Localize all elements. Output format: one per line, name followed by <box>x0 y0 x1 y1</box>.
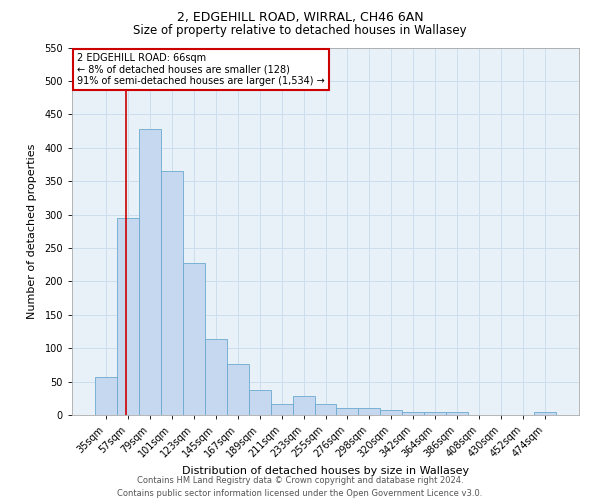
Text: Contains HM Land Registry data © Crown copyright and database right 2024.
Contai: Contains HM Land Registry data © Crown c… <box>118 476 482 498</box>
Bar <box>358 408 380 415</box>
Bar <box>183 262 205 415</box>
Bar <box>161 171 183 415</box>
Bar <box>403 412 424 415</box>
X-axis label: Distribution of detached houses by size in Wallasey: Distribution of detached houses by size … <box>182 466 469 476</box>
Bar <box>293 396 314 415</box>
Bar <box>139 129 161 415</box>
Bar <box>424 412 446 415</box>
Bar <box>380 410 403 415</box>
Bar <box>227 364 248 415</box>
Bar <box>271 404 293 415</box>
Y-axis label: Number of detached properties: Number of detached properties <box>28 144 37 319</box>
Bar <box>248 390 271 415</box>
Bar <box>446 412 468 415</box>
Bar <box>117 218 139 415</box>
Bar <box>534 412 556 415</box>
Bar <box>337 408 358 415</box>
Text: Size of property relative to detached houses in Wallasey: Size of property relative to detached ho… <box>133 24 467 37</box>
Text: 2, EDGEHILL ROAD, WIRRAL, CH46 6AN: 2, EDGEHILL ROAD, WIRRAL, CH46 6AN <box>176 11 424 24</box>
Bar <box>95 377 117 415</box>
Text: 2 EDGEHILL ROAD: 66sqm
← 8% of detached houses are smaller (128)
91% of semi-det: 2 EDGEHILL ROAD: 66sqm ← 8% of detached … <box>77 53 325 86</box>
Bar <box>314 404 337 415</box>
Bar <box>205 340 227 415</box>
